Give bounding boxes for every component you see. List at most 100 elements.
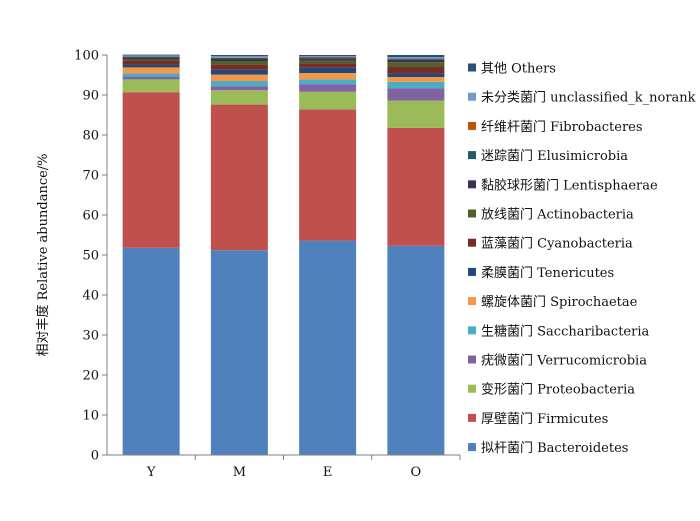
bar-segment	[387, 100, 445, 128]
bar-segment	[299, 56, 357, 57]
y-axis-title: 相对丰度 Relative abundance/%	[35, 153, 51, 356]
legend-swatch	[468, 121, 476, 130]
legend-swatch	[468, 297, 476, 306]
legend-label: 螺旋体菌门 Spirochaetae	[481, 295, 638, 310]
bar-segment	[387, 88, 445, 101]
legend-label: 放线菌门 Actinobacteria	[481, 208, 634, 223]
bar-segment	[299, 79, 357, 85]
legend-label: 黏胶球形菌门 Lentisphaerae	[481, 177, 658, 193]
legend-label: 生糖菌门 Saccharibacteria	[481, 323, 649, 339]
bar-segment	[299, 240, 357, 455]
legend-swatch	[468, 238, 476, 247]
legend-label: 变形菌门 Proteobacteria	[481, 382, 635, 398]
bar-segment	[387, 127, 445, 246]
y-tick-label: 20	[82, 369, 99, 384]
bar-segment	[299, 67, 357, 73]
legend-label: 厚壁菌门 Firmicutes	[481, 412, 608, 427]
bar-segment	[299, 58, 357, 61]
bar-segment	[210, 86, 268, 91]
bar-segment	[387, 81, 445, 89]
legend-swatch	[468, 326, 476, 335]
bar-segment	[387, 77, 445, 82]
bar-segment	[122, 247, 180, 455]
y-tick-label: 50	[82, 249, 99, 264]
x-tick-label: M	[233, 465, 246, 480]
legend-label: 柔膜菌门 Tenericutes	[481, 266, 614, 281]
legend-swatch	[468, 384, 476, 393]
legend-label: 未分类菌门 unclassified_k_norank	[481, 91, 696, 106]
legend-label: 蓝藻菌门 Cyanobacteria	[481, 237, 633, 252]
x-tick-label: E	[323, 465, 333, 480]
bar-segment	[210, 74, 268, 81]
legend-label: 纤维杆菌门 Fibrobacteres	[481, 120, 643, 135]
bar-segment	[210, 56, 268, 58]
bar-segment	[122, 92, 180, 248]
bar-segment	[210, 64, 268, 70]
bar-segment	[387, 57, 445, 59]
legend-swatch	[468, 92, 476, 101]
bar-segment	[122, 57, 180, 59]
legend-swatch	[468, 180, 476, 189]
bar-segment	[299, 109, 357, 241]
bar-segment	[210, 69, 268, 75]
legend-label: 拟杆菌门 Bacteroidetes	[481, 441, 628, 456]
bars-layer	[122, 54, 445, 455]
legend-swatch	[468, 443, 476, 452]
bar-segment	[210, 57, 268, 59]
y-tick-label: 40	[82, 289, 99, 304]
bar-segment	[299, 84, 357, 92]
bar-segment	[387, 73, 445, 77]
y-ticks-layer: 0 10 20 30 40 50 60 70 80 90 100	[74, 49, 107, 464]
legend-swatch	[468, 151, 476, 160]
bar-segment	[210, 90, 268, 105]
bar-segment	[122, 55, 180, 57]
bar-segment	[387, 67, 445, 74]
bar-segment	[122, 64, 180, 68]
bar-segment	[122, 67, 180, 74]
x-tick-label: O	[411, 465, 422, 480]
y-tick-label: 60	[82, 209, 99, 224]
legend-swatch	[468, 413, 476, 422]
y-tick-label: 90	[82, 89, 99, 104]
bar-segment	[387, 245, 445, 455]
bar-segment	[299, 63, 357, 68]
legend-swatch	[468, 63, 476, 72]
legend-label: 其他 Others	[481, 62, 556, 77]
bar-segment	[122, 59, 180, 61]
y-tick-label: 0	[91, 449, 99, 464]
bar-segment	[387, 59, 445, 63]
bar-segment	[210, 104, 268, 251]
x-tick-label: Y	[146, 465, 156, 480]
bar-segment	[122, 61, 180, 65]
bar-segment	[210, 61, 268, 65]
bar-segment	[299, 73, 357, 80]
bar-segment	[122, 56, 180, 58]
bar-segment	[210, 81, 268, 87]
y-tick-label: 100	[74, 49, 99, 64]
legend-swatch	[468, 267, 476, 276]
bar-segment	[210, 58, 268, 61]
bar-segment	[210, 55, 268, 57]
bar-segment	[299, 57, 357, 59]
bar-segment	[210, 250, 268, 455]
legend: 其他 Others 未分类菌门 unclassified_k_norank 纤维杆菌…	[468, 62, 696, 456]
bar-segment	[122, 73, 180, 77]
legend-swatch	[468, 209, 476, 218]
bar-segment	[387, 62, 445, 67]
bar-segment	[299, 55, 357, 57]
legend-label: 迷踪菌门 Elusimicrobia	[481, 149, 628, 164]
bar-segment	[299, 91, 357, 110]
legend-label: 疣微菌门 Verrucomicrobia	[481, 354, 647, 369]
bar-segment	[387, 55, 445, 57]
bar-segment	[122, 79, 180, 93]
y-tick-label: 70	[82, 169, 99, 184]
y-tick-label: 10	[82, 409, 99, 424]
legend-swatch	[468, 355, 476, 364]
bar-segment	[299, 60, 357, 64]
bar-segment	[387, 58, 445, 60]
y-tick-label: 80	[82, 129, 99, 144]
bar-segment	[122, 54, 180, 56]
y-tick-label: 30	[82, 329, 99, 344]
